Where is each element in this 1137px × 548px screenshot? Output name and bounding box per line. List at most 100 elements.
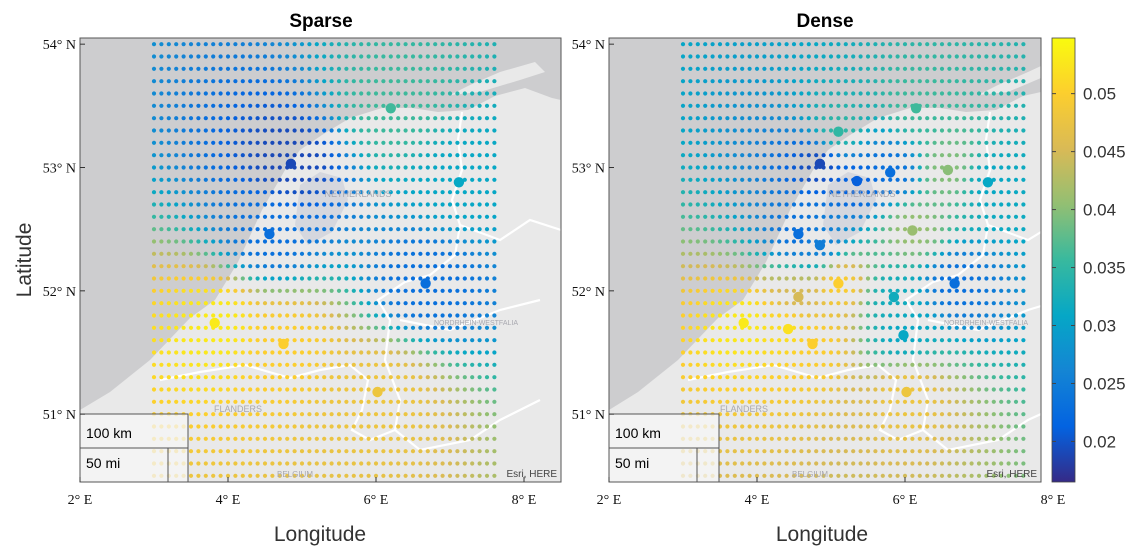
grid-point <box>240 264 245 269</box>
grid-point <box>680 153 686 158</box>
grid-point <box>880 461 885 466</box>
grid-point <box>255 239 260 244</box>
grid-point <box>1021 424 1026 429</box>
grid-point <box>717 276 723 281</box>
grid-point <box>277 66 282 71</box>
grid-point <box>747 227 752 232</box>
grid-point <box>932 79 937 84</box>
grid-point <box>425 301 430 306</box>
grid-point <box>976 177 982 182</box>
grid-point <box>910 424 915 429</box>
grid-point <box>910 251 915 256</box>
grid-point <box>999 116 1004 121</box>
grid-point <box>762 227 767 232</box>
grid-point <box>806 202 811 207</box>
grid-point <box>1006 362 1011 367</box>
grid-point <box>359 461 364 466</box>
grid-point <box>688 165 693 170</box>
station-marker <box>372 386 383 398</box>
grid-point <box>314 140 319 145</box>
grid-point <box>858 338 863 343</box>
grid-point <box>322 54 327 59</box>
grid-point <box>477 66 482 71</box>
grid-point <box>747 239 752 244</box>
grid-point <box>484 214 490 219</box>
grid-point <box>703 375 708 380</box>
grid-point <box>688 91 693 96</box>
grid-point <box>762 251 767 256</box>
grid-point <box>910 313 915 318</box>
grid-point <box>895 264 900 269</box>
grid-point <box>447 313 453 318</box>
grid-point <box>740 461 745 466</box>
grid-point <box>799 449 804 454</box>
colorbar-tick-label: 0.025 <box>1083 374 1126 393</box>
grid-point <box>777 473 782 478</box>
grid-point <box>910 412 915 417</box>
grid-point <box>762 165 767 170</box>
grid-point <box>307 214 312 219</box>
grid-point <box>366 140 371 145</box>
grid-point <box>218 103 223 108</box>
grid-point <box>336 116 342 121</box>
grid-point <box>895 54 900 59</box>
grid-point <box>277 436 282 441</box>
grid-point <box>396 412 401 417</box>
grid-point <box>910 190 915 195</box>
grid-point <box>888 251 893 256</box>
grid-point <box>447 399 453 404</box>
grid-point <box>762 288 767 293</box>
grid-point <box>747 325 752 330</box>
grid-point <box>159 128 164 133</box>
y-tick-label: 53° N <box>572 162 605 177</box>
grid-point <box>821 301 826 306</box>
grid-point <box>984 214 989 219</box>
grid-point <box>703 128 708 133</box>
grid-point <box>484 313 490 318</box>
grid-point <box>999 42 1004 47</box>
region-label: FLANDERS <box>214 404 262 414</box>
grid-point <box>433 116 438 121</box>
grid-point <box>925 449 930 454</box>
grid-point <box>710 313 715 318</box>
grid-point <box>322 202 327 207</box>
grid-point <box>828 202 834 207</box>
grid-point <box>151 190 157 195</box>
station-marker <box>420 278 431 289</box>
grid-point <box>828 338 834 343</box>
grid-point <box>351 251 356 256</box>
grid-point <box>954 54 959 59</box>
grid-point <box>262 103 268 108</box>
grid-point <box>433 190 438 195</box>
grid-point <box>440 165 445 170</box>
grid-point <box>939 264 945 269</box>
grid-point <box>747 338 752 343</box>
grid-point <box>880 79 885 84</box>
grid-point <box>754 214 760 219</box>
grid-point <box>425 103 430 108</box>
grid-point <box>769 214 774 219</box>
grid-point <box>925 301 930 306</box>
grid-point <box>336 276 342 281</box>
grid-point <box>880 190 885 195</box>
grid-point <box>418 461 423 466</box>
grid-point <box>962 227 967 232</box>
grid-point <box>895 103 900 108</box>
grid-point <box>477 473 482 478</box>
grid-point <box>962 214 967 219</box>
grid-point <box>403 251 408 256</box>
grid-point <box>462 239 467 244</box>
grid-point <box>976 66 982 71</box>
grid-point <box>240 473 245 478</box>
grid-point <box>895 42 900 47</box>
grid-point <box>314 79 319 84</box>
grid-point <box>962 116 967 121</box>
grid-point <box>462 165 467 170</box>
grid-point <box>322 128 327 133</box>
region-border <box>927 304 1041 332</box>
grid-point <box>418 338 423 343</box>
grid-point <box>174 375 179 380</box>
grid-point <box>470 424 475 429</box>
grid-point <box>477 54 482 59</box>
grid-point <box>1006 54 1011 59</box>
